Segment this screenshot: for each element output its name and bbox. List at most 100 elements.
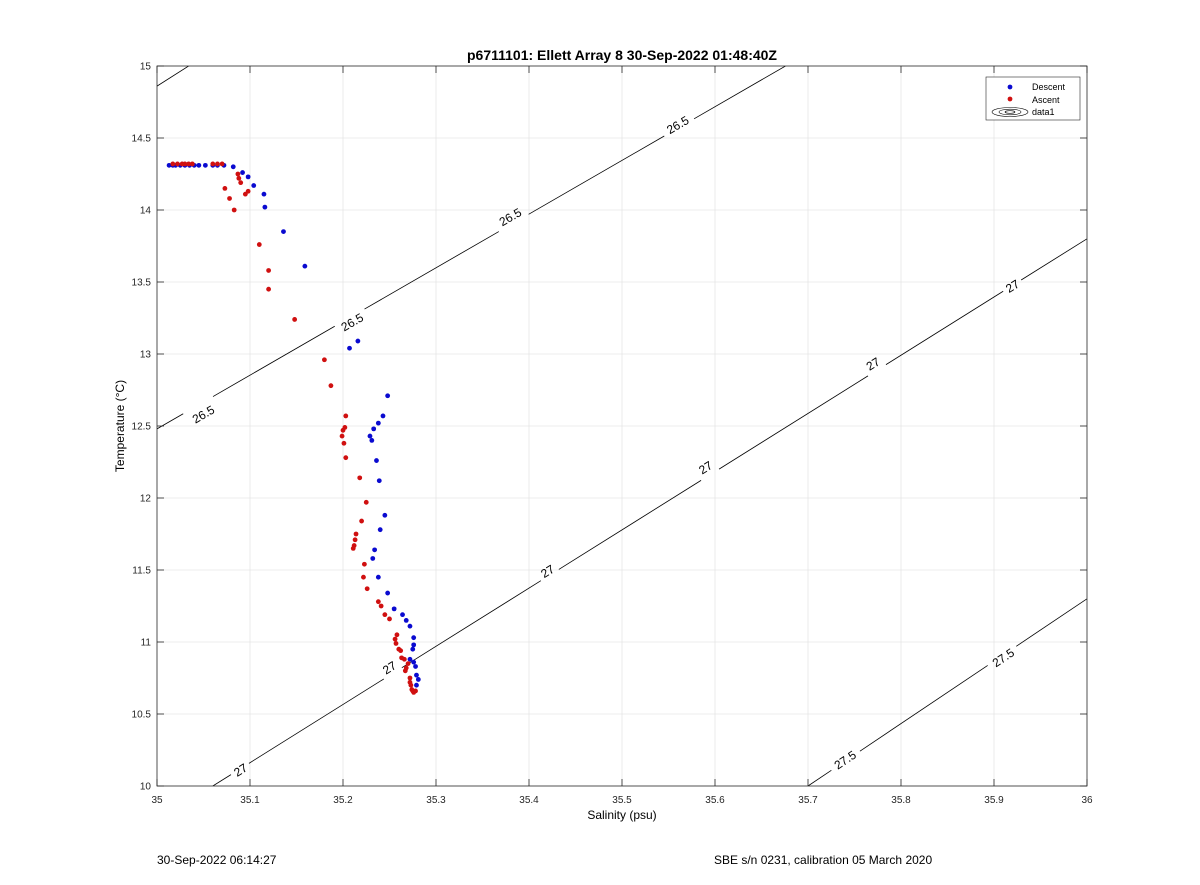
ascent-point bbox=[405, 661, 411, 666]
contour-line bbox=[212, 325, 335, 397]
grid bbox=[157, 66, 1087, 786]
ascent-point bbox=[357, 475, 363, 481]
ascent-point bbox=[170, 161, 176, 167]
ascent-point bbox=[339, 433, 345, 439]
legend-ascent-label: Ascent bbox=[1032, 95, 1060, 105]
ascent-point bbox=[238, 180, 244, 186]
ascent-point bbox=[219, 161, 225, 167]
ascent-point bbox=[382, 612, 388, 618]
ascent-point bbox=[328, 383, 334, 389]
ascent-point bbox=[361, 574, 366, 580]
legend-descent-label: Descent bbox=[1032, 82, 1066, 92]
ascent-point bbox=[322, 357, 327, 363]
ascent-point bbox=[375, 599, 381, 605]
descent-point bbox=[411, 635, 417, 641]
descent-point bbox=[380, 413, 386, 419]
y-tick-label: 13 bbox=[140, 350, 152, 361]
ascent-point bbox=[236, 175, 242, 181]
y-axis-label: Temperature (°C) bbox=[113, 380, 127, 472]
ascent-point bbox=[343, 455, 349, 461]
descent-point bbox=[375, 420, 381, 426]
ascent-point bbox=[353, 531, 359, 537]
descent-point bbox=[369, 438, 375, 443]
ascent-point bbox=[350, 546, 356, 551]
y-tick-label: 15 bbox=[140, 62, 152, 73]
ascent-point bbox=[242, 191, 248, 197]
ascent-point bbox=[231, 207, 237, 213]
ascent-point bbox=[413, 688, 418, 694]
descent-point bbox=[262, 204, 268, 210]
descent-point bbox=[403, 618, 409, 623]
descent-point bbox=[415, 677, 421, 682]
y-tick-label: 10.5 bbox=[132, 710, 152, 721]
ascent-point bbox=[292, 317, 298, 322]
ascent-point bbox=[215, 161, 220, 167]
contour-line bbox=[364, 231, 500, 310]
ascent-point bbox=[186, 161, 192, 167]
ascent-point bbox=[408, 682, 414, 688]
x-tick-label: 35.6 bbox=[705, 795, 725, 806]
descent-point bbox=[400, 612, 405, 618]
generated-timestamp: 30-Sep-2022 06:14:27 bbox=[157, 853, 277, 867]
ascent-point bbox=[189, 161, 195, 167]
descent-point bbox=[230, 164, 236, 170]
y-tick-label: 14.5 bbox=[132, 134, 152, 145]
descent-point bbox=[385, 393, 391, 399]
ascent-point bbox=[340, 427, 346, 433]
ascent-point bbox=[363, 499, 369, 505]
ascent-point bbox=[402, 668, 408, 674]
descent-point bbox=[411, 642, 417, 648]
x-axis-label: Salinity (psu) bbox=[587, 808, 656, 822]
descent-point bbox=[414, 672, 419, 678]
descent-point bbox=[166, 162, 172, 168]
y-tick-label: 13.5 bbox=[132, 278, 152, 289]
descent-point bbox=[382, 512, 388, 518]
legend: Descent Ascent data1 bbox=[985, 76, 1081, 121]
descent-point bbox=[371, 426, 377, 432]
descent-point bbox=[347, 345, 352, 351]
y-tick-label: 11.5 bbox=[132, 566, 151, 577]
ascent-point bbox=[364, 586, 370, 592]
ascent-point bbox=[392, 636, 398, 642]
descent-point bbox=[245, 174, 251, 180]
descent-point bbox=[377, 527, 383, 533]
ascent-point bbox=[341, 440, 347, 446]
contour-line bbox=[859, 665, 988, 752]
contour-line bbox=[1020, 238, 1087, 281]
x-tick-label: 35.5 bbox=[612, 795, 632, 806]
legend-data1-label: data1 bbox=[1032, 107, 1055, 117]
x-tick-label: 35.8 bbox=[891, 795, 911, 806]
ascent-point bbox=[352, 537, 358, 543]
descent-point bbox=[375, 574, 381, 580]
ascent-point bbox=[266, 286, 271, 292]
descent-point bbox=[411, 659, 417, 665]
ascent-point bbox=[361, 561, 367, 567]
ascent-point bbox=[387, 616, 392, 622]
ascent-point bbox=[393, 641, 399, 646]
y-tick-labels: 10 10.5 11 11.5 12 12.5 13 13.5 14 14.5 15 bbox=[132, 62, 152, 793]
descent-point bbox=[367, 433, 373, 439]
legend-contour-marker bbox=[991, 107, 1029, 117]
y-tick-label: 12.5 bbox=[132, 422, 152, 433]
y-tick-label: 12 bbox=[140, 494, 152, 505]
ascent-point bbox=[182, 161, 188, 167]
descent-point bbox=[413, 664, 418, 669]
contour-line bbox=[558, 480, 702, 570]
contour-line bbox=[401, 580, 542, 669]
contour-line bbox=[528, 135, 665, 215]
instrument-calibration: SBE s/n 0231, calibration 05 March 2020 bbox=[714, 853, 933, 867]
descent-point bbox=[251, 183, 257, 188]
y-tick-label: 14 bbox=[140, 206, 152, 217]
contour-line bbox=[885, 290, 1004, 365]
ascent-point bbox=[394, 632, 400, 638]
descent-point bbox=[414, 682, 419, 688]
ascent-point bbox=[266, 268, 271, 273]
descent-point bbox=[376, 478, 382, 484]
x-tick-label: 35.1 bbox=[240, 795, 260, 806]
descent-point bbox=[370, 556, 376, 561]
descent-point bbox=[261, 191, 267, 197]
ascent-point bbox=[227, 196, 232, 201]
descent-point bbox=[407, 656, 413, 662]
ascent-point bbox=[175, 161, 180, 167]
